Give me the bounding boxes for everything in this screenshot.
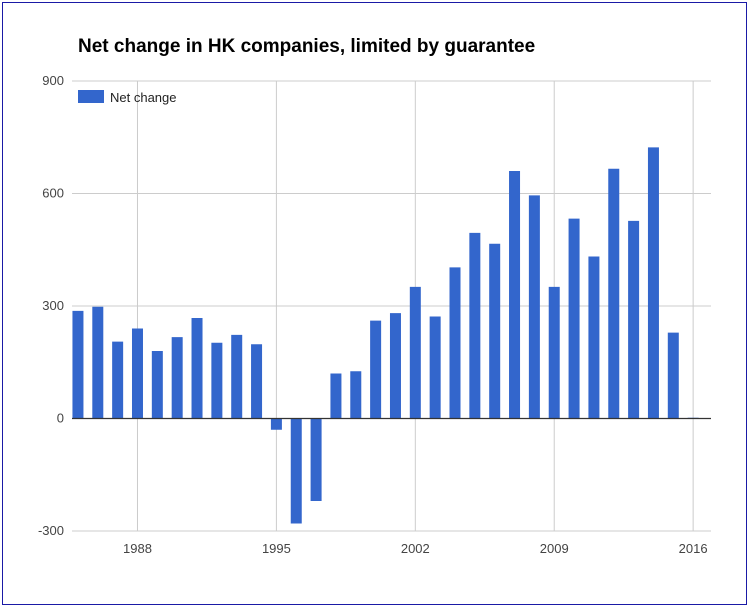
- bar-1987: [112, 341, 124, 419]
- bar-2013: [628, 220, 640, 419]
- bar-1988: [131, 328, 143, 419]
- legend-swatch: [78, 90, 104, 103]
- chart-title: Net change in HK companies, limited by g…: [78, 36, 536, 57]
- bar-1992: [211, 342, 223, 419]
- bar-2002: [409, 286, 421, 419]
- legend-label-net-change: Net change: [110, 90, 177, 105]
- legend: Net change: [78, 90, 177, 105]
- y-tick-label: 0: [57, 411, 64, 426]
- bar-2010: [568, 218, 580, 419]
- bar-2015: [667, 332, 679, 419]
- bar-1989: [151, 351, 163, 419]
- bar-2008: [528, 195, 540, 419]
- bar-2005: [469, 232, 481, 419]
- bar-1990: [171, 337, 183, 419]
- bar-1995: [270, 418, 282, 430]
- y-tick-label: -300: [38, 523, 64, 538]
- bar-layer: [72, 147, 699, 524]
- bar-2012: [608, 168, 620, 419]
- bar-2011: [588, 256, 600, 419]
- bar-2007: [509, 171, 521, 419]
- bar-1991: [191, 318, 203, 419]
- bar-1994: [251, 344, 263, 419]
- bar-1997: [310, 418, 322, 501]
- bar-1993: [231, 334, 243, 419]
- bar-1986: [92, 306, 104, 419]
- bar-1999: [350, 371, 362, 419]
- x-tick-label: 2016: [679, 541, 708, 556]
- bar-2000: [370, 320, 382, 419]
- bar-2014: [647, 147, 659, 419]
- bar-1996: [290, 418, 302, 524]
- x-tick-label: 1995: [262, 541, 291, 556]
- y-tick-label: 900: [42, 73, 64, 88]
- x-tick-label: 2009: [540, 541, 569, 556]
- x-tick-label: 2002: [401, 541, 430, 556]
- bar-2001: [389, 313, 401, 419]
- bar-2006: [489, 243, 501, 419]
- y-tick-label: 600: [42, 186, 64, 201]
- bar-2009: [548, 286, 560, 419]
- axis-layer: -300 0 300 600 900 1988 1995 2002 2009 2016: [38, 73, 711, 556]
- x-tick-label: 1988: [123, 541, 152, 556]
- bar-1985: [72, 310, 84, 419]
- bar-2003: [429, 316, 441, 419]
- chart-frame: [2, 2, 747, 605]
- bar-1998: [330, 373, 342, 419]
- bar-2004: [449, 267, 461, 419]
- y-tick-label: 300: [42, 298, 64, 313]
